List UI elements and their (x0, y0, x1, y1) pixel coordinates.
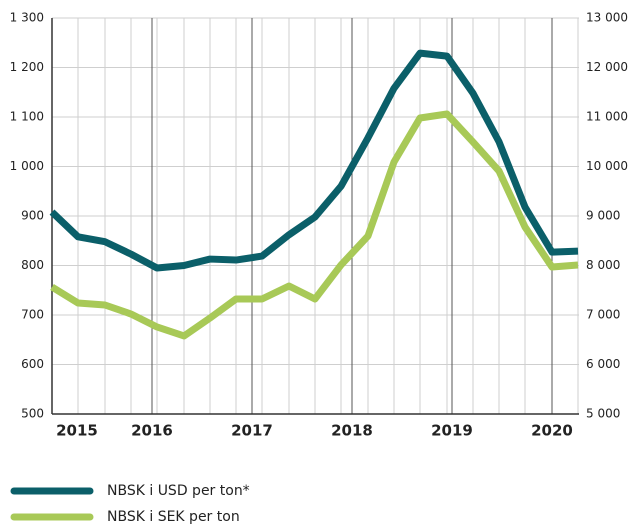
y2-tick-label: 6 000 (586, 357, 620, 371)
x-tick-label: 2019 (431, 422, 473, 440)
y-tick-label: 900 (21, 209, 44, 223)
x-tick-label: 2020 (531, 422, 573, 440)
legend-label: NBSK i SEK per ton (107, 509, 240, 525)
y2-tick-label: 13 000 (586, 11, 628, 25)
y-tick-label: 1 100 (10, 110, 44, 124)
y2-tick-label: 5 000 (586, 407, 620, 421)
y-tick-label: 500 (21, 407, 44, 421)
legend-label: NBSK i USD per ton* (107, 483, 250, 499)
y-tick-label: 1 200 (10, 60, 44, 74)
y2-tick-label: 9 000 (586, 209, 620, 223)
x-tick-label: 2016 (131, 422, 173, 440)
x-tick-label: 2017 (231, 422, 273, 440)
y-tick-label: 1 300 (10, 11, 44, 25)
y2-tick-label: 12 000 (586, 60, 628, 74)
y2-tick-label: 7 000 (586, 308, 620, 322)
y-tick-label: 600 (21, 357, 44, 371)
y2-tick-label: 11 000 (586, 110, 628, 124)
y2-tick-label: 8 000 (586, 258, 620, 272)
y-tick-label: 800 (21, 258, 44, 272)
x-tick-label: 2018 (331, 422, 373, 440)
x-tick-label: 2015 (56, 422, 98, 440)
y-tick-label: 700 (21, 308, 44, 322)
y2-tick-label: 10 000 (586, 159, 628, 173)
series-line (49, 49, 579, 272)
series-line (50, 110, 579, 340)
y-tick-label: 1 000 (10, 159, 44, 173)
